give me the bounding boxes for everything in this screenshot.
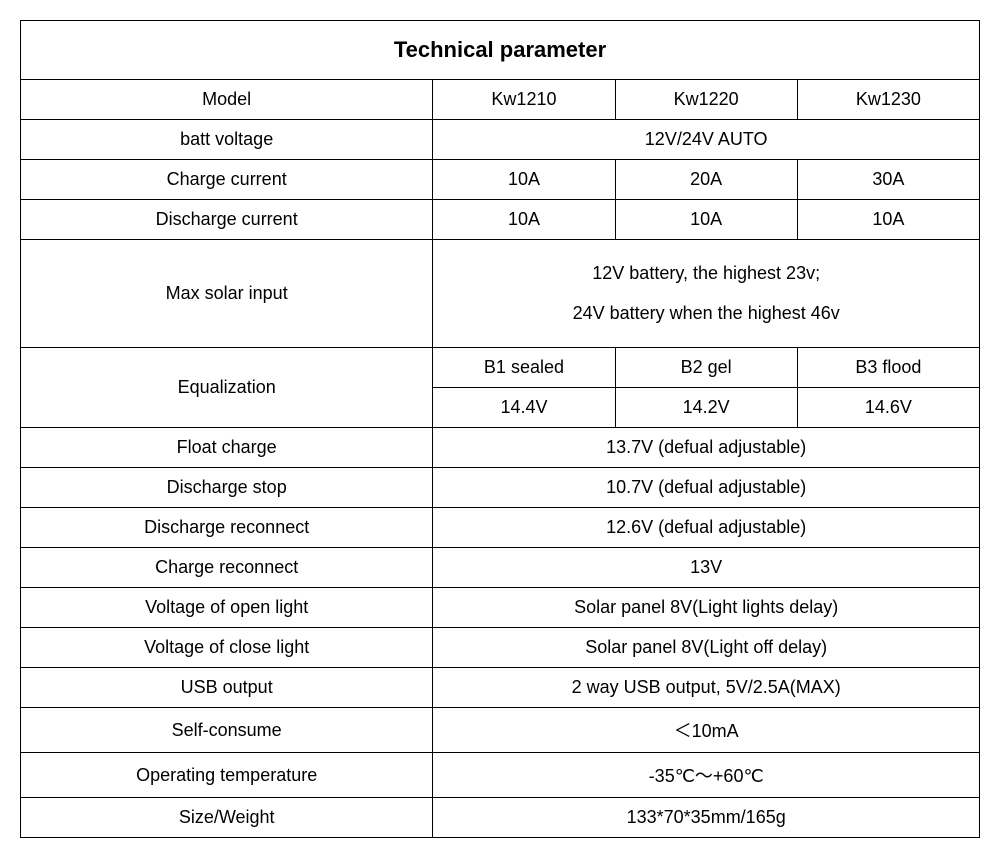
value-equalization-h2: B2 gel — [615, 348, 797, 388]
value-discharge-reconnect: 12.6V (defual adjustable) — [433, 508, 980, 548]
label-voltage-open-light: Voltage of open light — [21, 588, 433, 628]
label-size-weight: Size/Weight — [21, 798, 433, 838]
table-title: Technical parameter — [21, 21, 980, 80]
title-row: Technical parameter — [21, 21, 980, 80]
value-discharge-current-3: 10A — [797, 200, 979, 240]
label-discharge-reconnect: Discharge reconnect — [21, 508, 433, 548]
label-voltage-close-light: Voltage of close light — [21, 628, 433, 668]
label-model: Model — [21, 80, 433, 120]
label-batt-voltage: batt voltage — [21, 120, 433, 160]
value-charge-current-3: 30A — [797, 160, 979, 200]
value-operating-temp: -35℃～+60℃ — [433, 753, 980, 798]
value-model-2: Kw1220 — [615, 80, 797, 120]
row-voltage-open-light: Voltage of open light Solar panel 8V(Lig… — [21, 588, 980, 628]
row-operating-temp: Operating temperature -35℃～+60℃ — [21, 753, 980, 798]
label-operating-temp: Operating temperature — [21, 753, 433, 798]
value-equalization-v3: 14.6V — [797, 388, 979, 428]
value-max-solar-input: 12V battery, the highest 23v; 24V batter… — [433, 240, 980, 348]
technical-parameter-table: Technical parameter Model Kw1210 Kw1220 … — [20, 20, 980, 838]
value-charge-reconnect: 13V — [433, 548, 980, 588]
value-equalization-h3: B3 flood — [797, 348, 979, 388]
label-charge-current: Charge current — [21, 160, 433, 200]
row-model: Model Kw1210 Kw1220 Kw1230 — [21, 80, 980, 120]
value-batt-voltage: 12V/24V AUTO — [433, 120, 980, 160]
value-usb-output: 2 way USB output, 5V/2.5A(MAX) — [433, 668, 980, 708]
row-equalization-header: Equalization B1 sealed B2 gel B3 flood — [21, 348, 980, 388]
value-discharge-stop: 10.7V (defual adjustable) — [433, 468, 980, 508]
label-discharge-current: Discharge current — [21, 200, 433, 240]
value-charge-current-1: 10A — [433, 160, 615, 200]
row-discharge-stop: Discharge stop 10.7V (defual adjustable) — [21, 468, 980, 508]
value-model-3: Kw1230 — [797, 80, 979, 120]
label-usb-output: USB output — [21, 668, 433, 708]
row-usb-output: USB output 2 way USB output, 5V/2.5A(MAX… — [21, 668, 980, 708]
value-discharge-current-2: 10A — [615, 200, 797, 240]
label-equalization: Equalization — [21, 348, 433, 428]
label-float-charge: Float charge — [21, 428, 433, 468]
row-discharge-reconnect: Discharge reconnect 12.6V (defual adjust… — [21, 508, 980, 548]
row-float-charge: Float charge 13.7V (defual adjustable) — [21, 428, 980, 468]
row-discharge-current: Discharge current 10A 10A 10A — [21, 200, 980, 240]
value-self-consume: ＜10mA — [433, 708, 980, 753]
row-voltage-close-light: Voltage of close light Solar panel 8V(Li… — [21, 628, 980, 668]
value-charge-current-2: 20A — [615, 160, 797, 200]
value-float-charge: 13.7V (defual adjustable) — [433, 428, 980, 468]
value-discharge-current-1: 10A — [433, 200, 615, 240]
label-charge-reconnect: Charge reconnect — [21, 548, 433, 588]
value-equalization-v1: 14.4V — [433, 388, 615, 428]
max-solar-line1: 12V battery, the highest 23v; — [439, 254, 973, 294]
label-self-consume: Self-consume — [21, 708, 433, 753]
max-solar-line2: 24V battery when the highest 46v — [439, 294, 973, 334]
value-voltage-open-light: Solar panel 8V(Light lights delay) — [433, 588, 980, 628]
value-equalization-v2: 14.2V — [615, 388, 797, 428]
value-size-weight: 133*70*35mm/165g — [433, 798, 980, 838]
row-batt-voltage: batt voltage 12V/24V AUTO — [21, 120, 980, 160]
row-size-weight: Size/Weight 133*70*35mm/165g — [21, 798, 980, 838]
row-charge-current: Charge current 10A 20A 30A — [21, 160, 980, 200]
value-model-1: Kw1210 — [433, 80, 615, 120]
value-equalization-h1: B1 sealed — [433, 348, 615, 388]
row-max-solar-input: Max solar input 12V battery, the highest… — [21, 240, 980, 348]
value-voltage-close-light: Solar panel 8V(Light off delay) — [433, 628, 980, 668]
label-discharge-stop: Discharge stop — [21, 468, 433, 508]
row-self-consume: Self-consume ＜10mA — [21, 708, 980, 753]
row-charge-reconnect: Charge reconnect 13V — [21, 548, 980, 588]
label-max-solar-input: Max solar input — [21, 240, 433, 348]
